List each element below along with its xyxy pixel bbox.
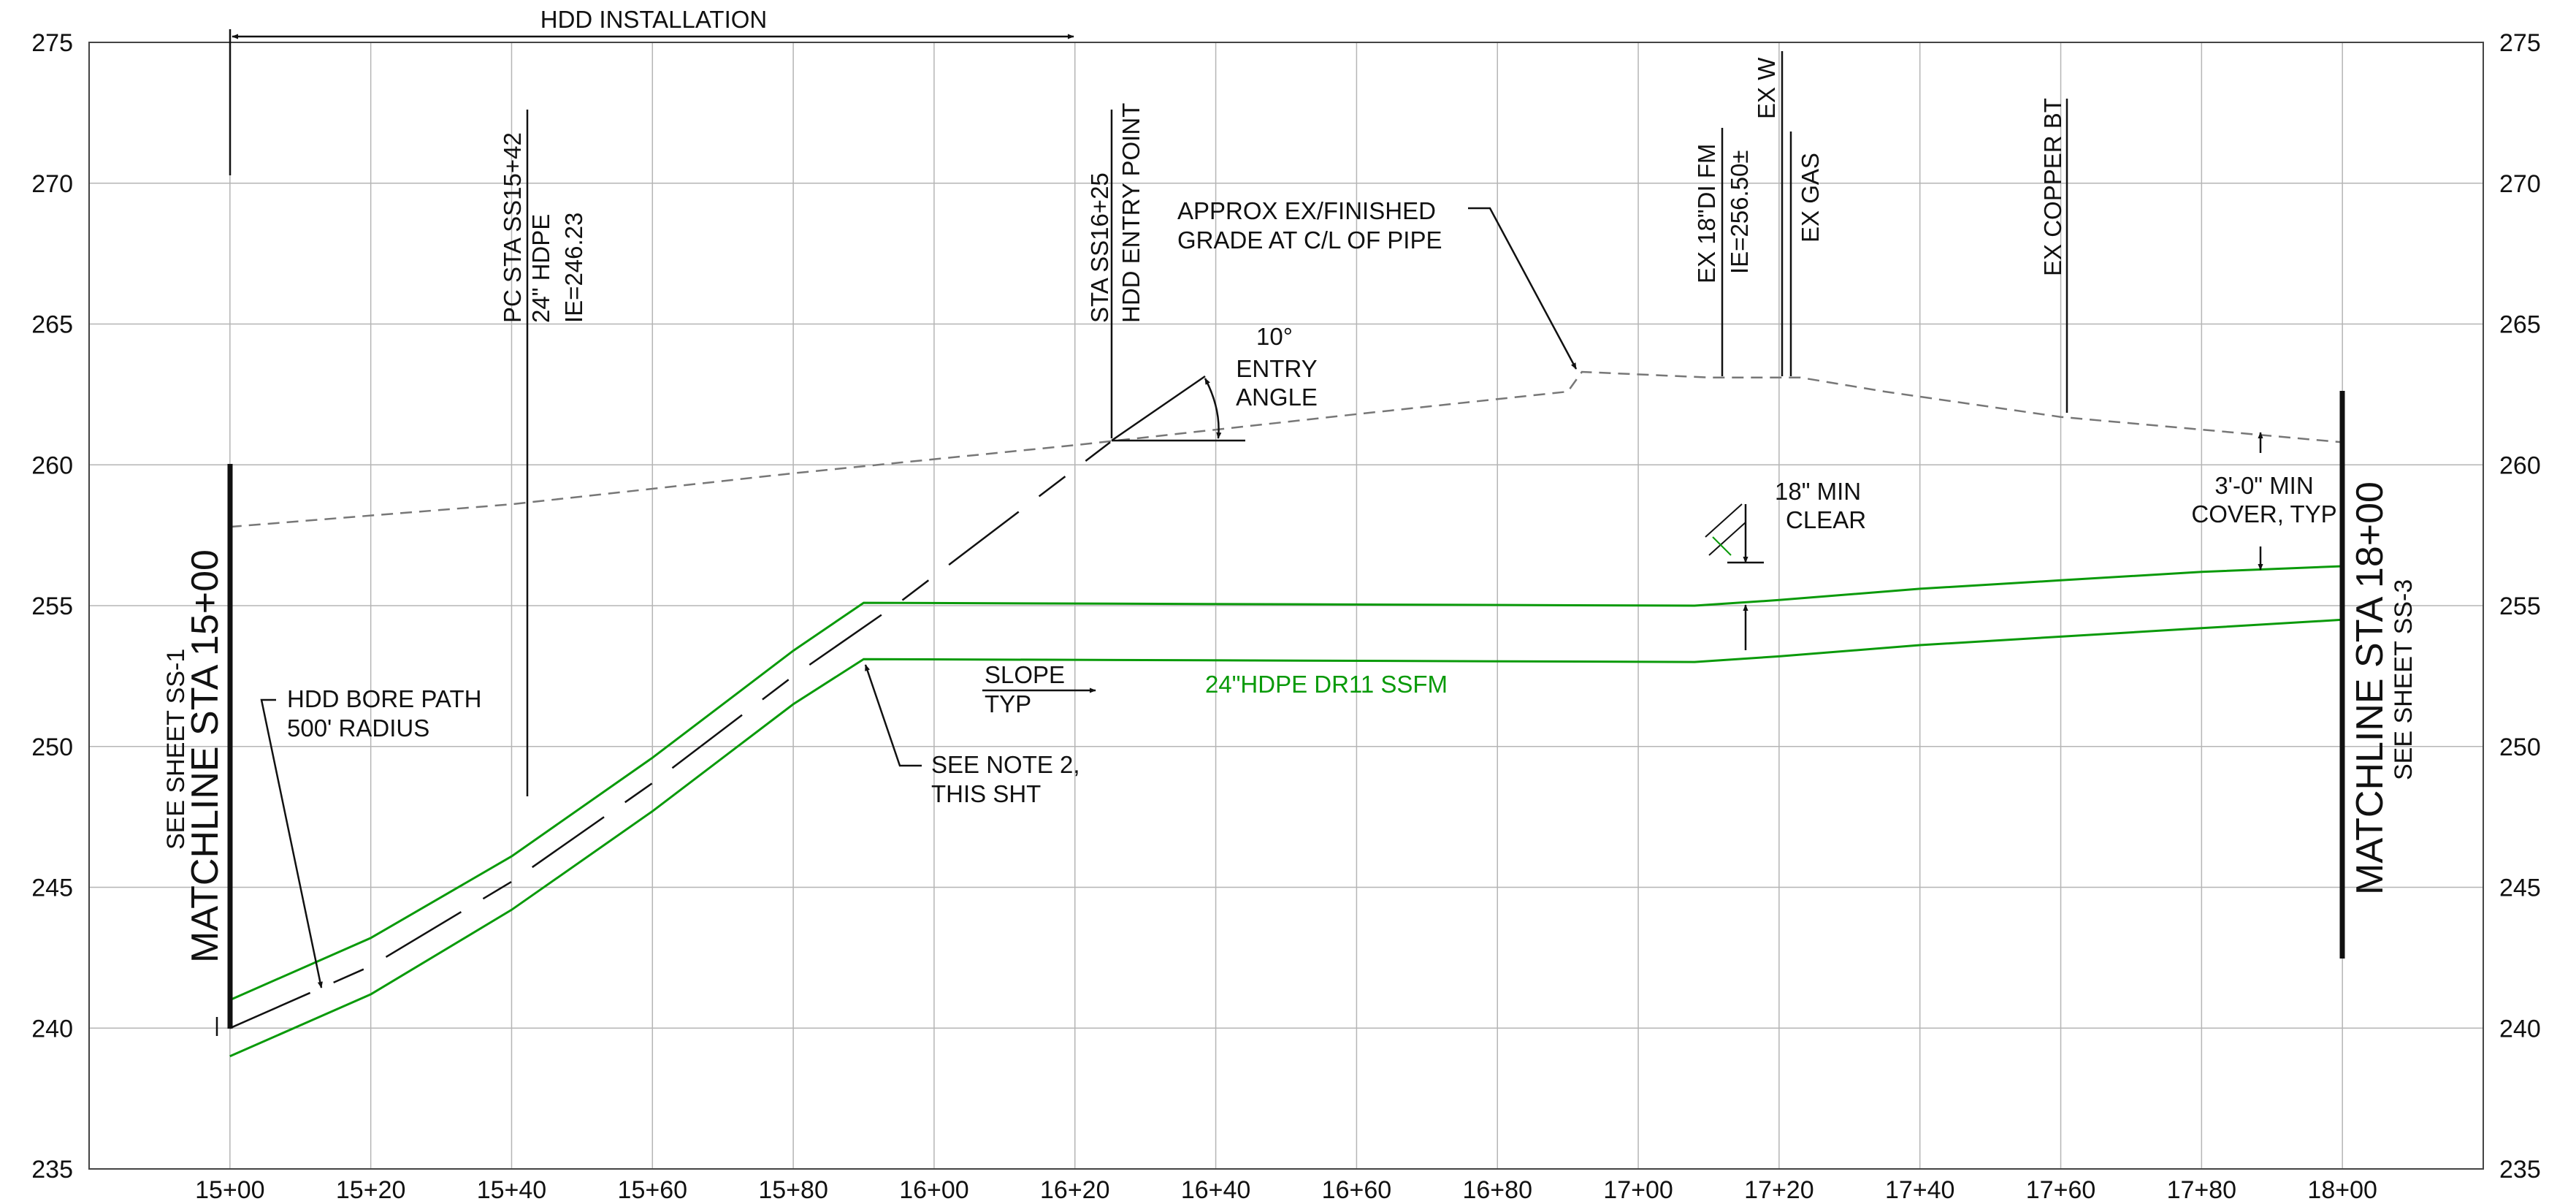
y-tick-label-right: 245 xyxy=(2499,875,2541,902)
entry-angle-arc xyxy=(1204,378,1222,439)
x-tick-label: 15+00 xyxy=(195,1176,265,1204)
y-tick-label-right: 235 xyxy=(2499,1156,2541,1184)
entry-angle-label-3: ANGLE xyxy=(1236,384,1318,411)
y-tick-label-left: 270 xyxy=(31,170,73,198)
y-tick-label-left: 240 xyxy=(31,1015,73,1043)
pipe-label: 24"HDPE DR11 SSFM xyxy=(1205,671,1448,698)
fm-label-1: EX 18"DI FM xyxy=(1693,144,1720,283)
ex-gas-label: EX GAS xyxy=(1797,153,1824,243)
hdd-installation-label: HDD INSTALLATION xyxy=(540,6,768,33)
fm-crossing-symbol xyxy=(1705,503,1746,556)
bore-leader xyxy=(260,698,323,988)
pipe-bottom-line xyxy=(229,618,2343,1058)
note2-leader xyxy=(864,664,922,767)
annotation-lines xyxy=(215,29,2263,1036)
ex-copper-label: EX COPPER BT xyxy=(2039,98,2066,276)
y-tick-label-right: 240 xyxy=(2499,1015,2541,1043)
y-tick-label-left: 245 xyxy=(31,875,73,902)
grade-leader xyxy=(1468,207,1578,370)
y-tick-label-right: 250 xyxy=(2499,734,2541,761)
x-tick-label: 15+40 xyxy=(477,1176,547,1204)
profile-series xyxy=(229,370,2343,1058)
x-tick-label: 18+00 xyxy=(2307,1176,2377,1204)
clear-label-2: CLEAR xyxy=(1786,506,1866,533)
slope-label-1: SLOPE xyxy=(985,661,1065,688)
y-tick-label-right: 275 xyxy=(2499,29,2541,57)
x-tick-label: 16+00 xyxy=(899,1176,969,1204)
y-tick-label-left: 265 xyxy=(31,311,73,339)
matchlines xyxy=(227,391,2345,1029)
ground-profile-line xyxy=(229,370,2343,528)
entry-angle-ray xyxy=(1111,375,1206,442)
x-tick-labels: 15+00 15+20 15+40 15+60 15+80 16+00 16+20 16+40… xyxy=(195,1176,2377,1204)
bore-label-2: 500' RADIUS xyxy=(287,715,429,742)
entry-sta-label-1: STA SS16+25 xyxy=(1086,172,1113,323)
x-tick-label: 15+80 xyxy=(758,1176,828,1204)
x-tick-label: 17+00 xyxy=(1603,1176,1673,1204)
y-tick-label-left: 250 xyxy=(31,734,73,761)
x-tick-label: 16+80 xyxy=(1462,1176,1532,1204)
x-tick-label: 15+20 xyxy=(336,1176,406,1204)
y-tick-label-left: 275 xyxy=(31,29,73,57)
x-tick-label: 16+20 xyxy=(1040,1176,1110,1204)
grid xyxy=(88,42,2484,1170)
matchline-left-station: MATCHLINE STA 15+00 xyxy=(184,549,226,963)
entry-angle-label-2: ENTRY xyxy=(1236,355,1317,382)
note2-label-2: THIS SHT xyxy=(931,780,1041,807)
y-tick-label-right: 270 xyxy=(2499,170,2541,198)
x-tick-label: 16+40 xyxy=(1181,1176,1251,1204)
pc-sta-label-3: IE=246.23 xyxy=(560,213,587,323)
clear-label-1: 18" MIN xyxy=(1775,478,1861,505)
y-tick-label-left: 255 xyxy=(31,593,73,620)
matchline-right-station: MATCHLINE STA 18+00 xyxy=(2349,481,2391,895)
x-tick-label: 17+40 xyxy=(1885,1176,1955,1204)
y-tick-label-left: 260 xyxy=(31,452,73,479)
entry-sta-label-2: HDD ENTRY POINT xyxy=(1117,103,1144,323)
y-tick-label-right: 260 xyxy=(2499,452,2541,479)
pipe-top-line xyxy=(229,565,2343,1002)
plot-frame xyxy=(88,42,2484,1170)
note2-label-1: SEE NOTE 2, xyxy=(931,751,1080,778)
x-tick-label: 17+80 xyxy=(2167,1176,2237,1204)
y-tick-label-left: 235 xyxy=(31,1156,73,1184)
grade-label-1: APPROX EX/FINISHED xyxy=(1177,197,1436,224)
y-tick-label-right: 265 xyxy=(2499,311,2541,339)
fm-label-2: IE=256.50± xyxy=(1726,150,1753,275)
x-tick-label: 16+60 xyxy=(1322,1176,1392,1204)
pc-sta-label-2: 24" HDPE xyxy=(527,214,554,323)
pc-sta-label-1: PC STA SS15+42 xyxy=(499,132,526,323)
x-tick-label: 15+60 xyxy=(618,1176,688,1204)
slope-label-2: TYP xyxy=(985,690,1031,717)
x-tick-label: 17+60 xyxy=(2026,1176,2096,1204)
entry-angle-label-1: 10° xyxy=(1256,323,1293,350)
matchline-left-sheet: SEE SHEET SS-1 xyxy=(162,649,190,850)
y-tick-labels: 275 275 270 270 265 265 260 260 255 255 250 250 245 2… xyxy=(31,29,2540,1184)
x-tick-label: 17+20 xyxy=(1744,1176,1814,1204)
bore-label-1: HDD BORE PATH xyxy=(287,685,481,712)
grade-label-2: GRADE AT C/L OF PIPE xyxy=(1177,226,1442,254)
cover-label-1: 3'-0" MIN xyxy=(2214,472,2313,499)
ex-w-label: EX W xyxy=(1753,57,1780,119)
matchline-right-sheet: SEE SHEET SS-3 xyxy=(2390,579,2418,780)
cover-label-2: COVER, TYP xyxy=(2191,500,2336,527)
y-tick-label-right: 255 xyxy=(2499,593,2541,620)
